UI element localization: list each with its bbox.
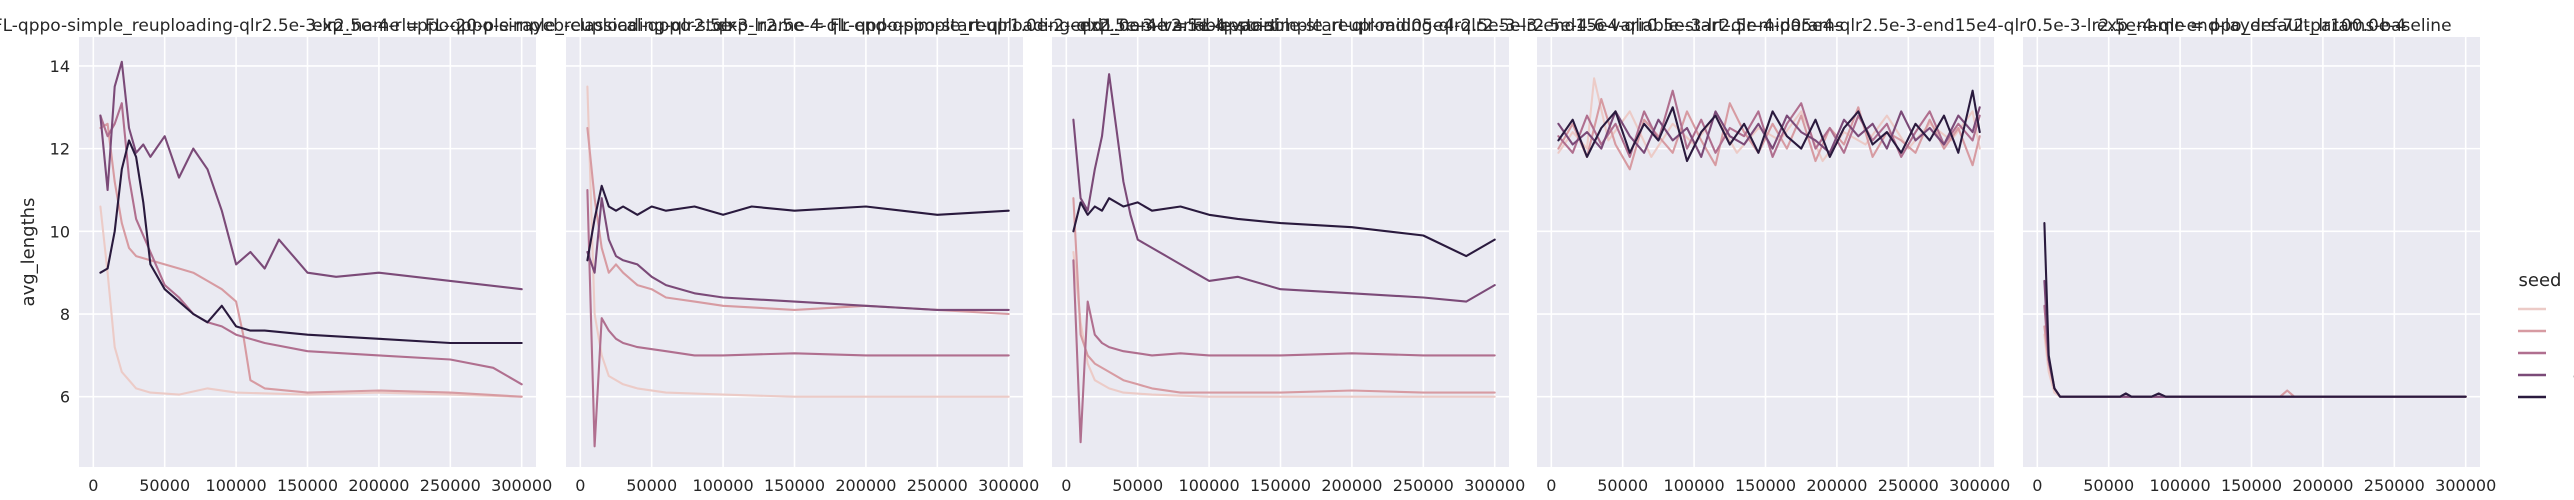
series-line-seed-20 [1072, 197, 1496, 394]
series-line-seed-20 [99, 122, 523, 398]
series-line-seed-50 [99, 139, 523, 345]
x-tick-label: 300000 [1949, 476, 2010, 495]
facet-panel-1: 0 50000 100000 150000 200000 250000 300000 6 8 10… [0, 16, 735, 495]
x-tick-label: 50000 [2083, 476, 2134, 495]
facet-panel-2: 050000100000150000200000250000300000glob… [312, 16, 1277, 495]
series-line-seed-20 [1557, 97, 1981, 171]
series-line-seed-20 [586, 126, 1010, 316]
x-tick-label: 300000 [978, 476, 1039, 495]
x-tick-label: 0 [1546, 476, 1556, 495]
x-tick-label: 200000 [2292, 476, 2353, 495]
x-tick-label: 100000 [206, 476, 267, 495]
panel-title: exp_name = FL-qppo-simple_reuploading-ql… [1079, 16, 2451, 36]
panel-title: exp_name = FL-qppo-simple_reuploading-ql… [717, 16, 1844, 36]
x-tick-label: 300000 [1464, 476, 1525, 495]
series-line-seed-30 [1557, 89, 1981, 158]
series-line-seed-50 [1072, 197, 1496, 258]
series-line-seed-10 [1072, 250, 1496, 398]
x-tick-label: 50000 [626, 476, 677, 495]
x-tick-label: 300000 [491, 476, 552, 495]
series-line-seed-50 [2043, 222, 2467, 398]
facet-panel-5: 050000100000150000200000250000300000glob… [2023, 16, 2496, 495]
panel-title: exp_name = FL-qppo-simple_reuploading-ql… [0, 16, 735, 36]
panel-title: exp_name = ppo_default_lr100.0e-4 [2097, 16, 2406, 36]
x-tick-label: 100000 [1179, 476, 1240, 495]
series-group [2043, 222, 2467, 398]
x-tick-label: 100000 [2150, 476, 2211, 495]
y-tick-label: 12 [50, 140, 70, 159]
x-tick-label: 250000 [907, 476, 968, 495]
legend-title: seed [2519, 270, 2562, 291]
x-tick-label: 100000 [693, 476, 754, 495]
facet-panel-3: 050000100000150000200000250000300000glob… [717, 16, 1844, 495]
series-line-seed-50 [586, 184, 1010, 262]
x-tick-label: 200000 [1806, 476, 1867, 495]
x-tick-label: 150000 [2221, 476, 2282, 495]
x-tick-label: 0 [88, 476, 98, 495]
y-tick-label: 6 [60, 388, 70, 407]
x-tick-label: 200000 [348, 476, 409, 495]
x-tick-label: 250000 [1393, 476, 1454, 495]
series-line-seed-10 [99, 205, 523, 398]
x-tick-label: 300000 [2435, 476, 2496, 495]
x-tick-label: 50000 [139, 476, 190, 495]
series-group [99, 60, 523, 398]
panel-title: exp_name = FL-qppo-simple_reuploading-ql… [312, 16, 1277, 36]
x-tick-label: 200000 [1321, 476, 1382, 495]
x-tick-label: 200000 [835, 476, 896, 495]
series-group [1557, 77, 1981, 171]
series-line-seed-40 [1072, 73, 1496, 303]
x-tick-label: 150000 [1250, 476, 1311, 495]
x-tick-label: 150000 [1735, 476, 1796, 495]
facet-panel-4: 050000100000150000200000250000300000glob… [1079, 16, 2451, 495]
y-axis-label: avg_lengths [18, 198, 39, 307]
x-tick-label: 150000 [277, 476, 338, 495]
x-tick-label: 0 [575, 476, 585, 495]
x-tick-label: 250000 [2364, 476, 2425, 495]
x-tick-label: 100000 [1664, 476, 1725, 495]
series-line-seed-40 [1557, 106, 1981, 158]
y-tick-label: 10 [50, 222, 70, 241]
series-group [1072, 73, 1496, 444]
x-tick-label: 0 [1061, 476, 1071, 495]
y-tick-label: 8 [60, 305, 70, 324]
legend: seed1020304050 [2518, 270, 2574, 406]
y-tick-label: 14 [50, 57, 70, 76]
series-line-seed-50 [1557, 89, 1981, 163]
x-tick-label: 50000 [1597, 476, 1648, 495]
series-line-seed-30 [1072, 259, 1496, 444]
x-tick-label: 250000 [1878, 476, 1939, 495]
series-line-seed-40 [99, 60, 523, 291]
x-tick-label: 250000 [420, 476, 481, 495]
series-group [586, 85, 1010, 448]
x-tick-label: 150000 [764, 476, 825, 495]
x-tick-label: 0 [2032, 476, 2042, 495]
series-line-seed-40 [586, 197, 1010, 311]
series-line-seed-30 [586, 188, 1010, 448]
x-tick-label: 50000 [1112, 476, 1163, 495]
